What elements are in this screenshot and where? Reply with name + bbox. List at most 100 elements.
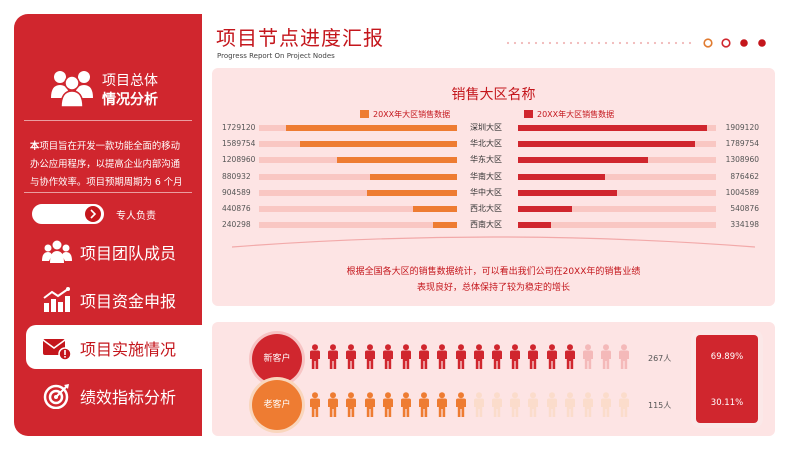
region-label: 华北大区 [470,139,502,149]
new-customer-people [309,344,659,370]
person-icon [510,344,521,369]
person-icon [473,344,484,369]
header-title-line1: 项目总体 [102,73,158,89]
region-label: 深圳大区 [470,123,502,132]
nav-item-kpi[interactable]: 绩效指标分析 [26,373,201,417]
divider [24,192,192,193]
person-icon [473,392,484,417]
sidebar-header: 项目总体 情况分析 [14,54,202,114]
person-icon [382,344,393,369]
chart-summary: 根据全国各大区的销售数据统计，可以看出我们公司在20XX年的销售业绩 表现良好，… [292,264,695,296]
nav-item-label: 项目团队成员 [80,244,177,263]
bar-right [518,173,605,180]
region-label: 西南大区 [470,220,502,230]
right-value-label: 876462 [730,171,759,181]
person-icon [419,392,430,417]
person-icon [564,344,575,369]
person-icon [601,392,612,417]
bar-track [518,173,716,180]
bar-left [285,125,457,131]
person-icon [419,344,430,369]
team-icon [42,240,72,263]
right-value-label: 1909120 [725,123,759,132]
nav-item-implementation[interactable]: 项目实施情况 [26,325,202,369]
bar-right [518,189,618,196]
bar-track [259,173,457,180]
decorative-curve [231,236,756,248]
calendar-icon [524,110,533,118]
responsible-toggle[interactable] [32,204,104,224]
legend-right: 20XX年大区销售数据 [524,109,614,120]
share-box: 69.89% 30.11% [696,335,758,423]
region-label: 华中大区 [470,187,502,197]
person-icon [546,392,557,417]
left-value-label: 880932 [222,171,251,181]
person-icon [492,344,502,369]
person-icon [437,344,448,369]
bar-left [369,173,457,180]
nav-item-team[interactable]: 项目团队成员 [26,229,201,273]
bar-track [518,206,716,212]
bar-track [259,206,457,212]
person-icon [401,392,411,417]
person-icon [346,344,357,369]
summary-line-1: 根据全国各大区的销售数据统计，可以看出我们公司在20XX年的销售业绩 [346,267,641,277]
bar-right [518,125,707,131]
old-customer-badge: 老客户 [252,380,302,430]
person-icon [455,344,466,369]
project-description: 本项目旨在开发一款功能全面的移动办公应用程序，以提高企业内部沟通与协作效率。项目… [30,138,188,192]
right-value-label: 1308960 [725,155,759,165]
person-icon [564,392,575,417]
left-value-label: 904589 [222,187,251,197]
bar-right [518,206,572,212]
person-icon [528,392,539,417]
old-customer-share: 30.11% [710,398,744,408]
left-value-label: 1589754 [222,139,256,149]
bar-track [518,222,716,229]
person-icon [619,344,630,369]
nav-item-label: 项目资金申报 [80,292,177,311]
person-icon [382,392,393,417]
person-icon [455,392,466,417]
customers-panel: 新客户 老客户 267人 115人 69.89% 30.11% [212,322,775,436]
old-customer-people [309,392,659,418]
nav-item-funding[interactable]: 项目资金申报 [26,277,201,321]
person-icon [328,344,339,369]
new-customer-badge: 新客户 [252,334,302,384]
person-icon [346,392,357,417]
left-value-label: 240298 [222,220,251,230]
funding-chart-icon [43,287,70,312]
group-users-icon [51,71,93,108]
person-icon [601,344,612,369]
sidebar: 项目总体 情况分析 本项目旨在开发一款功能全面的移动办公应用程序，以提高企业内部… [14,14,202,436]
left-value-label: 1729120 [222,123,256,132]
region-label: 华南大区 [470,171,502,181]
person-icon [310,344,320,369]
sales-chart-panel: 销售大区名称 20XX年大区销售数据 20XX年大区销售数据 1729120 深圳… [212,68,775,306]
person-icon [364,344,375,369]
right-value-label: 540876 [730,204,759,213]
nav-item-label: 项目实施情况 [80,340,177,359]
bar-left [367,189,457,196]
arrow-right-icon [85,206,101,222]
nav-item-label: 绩效指标分析 [80,388,177,407]
person-icon [510,392,521,417]
bar-track [259,222,457,229]
decorative-dots [506,38,766,48]
bar-left [433,222,457,229]
right-value-label: 1789754 [725,139,759,149]
bar-right [518,141,696,148]
person-icon [546,344,557,369]
right-value-label: 1004589 [725,187,759,197]
bar-track [259,189,457,196]
description-prefix: 本 [30,141,40,152]
person-icon [528,344,539,369]
bar-left [337,157,457,164]
legend-left-label: 20XX年大区销售数据 [373,110,451,119]
bar-left [413,206,457,212]
person-icon [364,392,375,417]
person-icon [437,392,448,417]
bar-right [518,222,552,229]
page-title: 项目节点进度汇报 [216,26,384,50]
legend-left: 20XX年大区销售数据 [360,109,450,120]
